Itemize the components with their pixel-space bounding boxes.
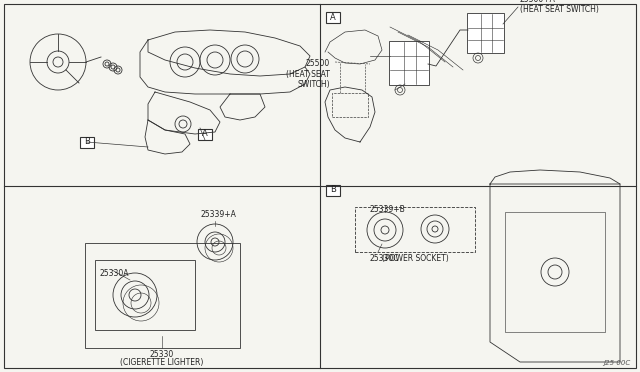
- Text: A: A: [202, 129, 208, 138]
- Text: 25500: 25500: [306, 60, 330, 68]
- Text: 25339+A: 25339+A: [200, 210, 236, 219]
- Text: B: B: [330, 186, 336, 195]
- Bar: [332, 93, 368, 117]
- Bar: [198, 128, 212, 140]
- Text: A: A: [330, 13, 336, 22]
- Text: 25330: 25330: [150, 350, 174, 359]
- Bar: [85, 243, 240, 348]
- Text: (POWER SOCKET): (POWER SOCKET): [381, 254, 449, 263]
- Bar: [505, 212, 605, 332]
- Text: J25 00C: J25 00C: [603, 360, 630, 366]
- Text: 25339+B: 25339+B: [370, 205, 406, 214]
- Bar: [80, 137, 94, 148]
- Text: B: B: [84, 138, 90, 147]
- Text: 25330C: 25330C: [370, 254, 399, 263]
- Text: (CIGERETTE LIGHTER): (CIGERETTE LIGHTER): [120, 358, 204, 367]
- Bar: [326, 185, 340, 196]
- Text: (HEAT SEAT: (HEAT SEAT: [286, 70, 330, 78]
- FancyBboxPatch shape: [467, 13, 504, 53]
- Text: (HEAT SEAT SWITCH): (HEAT SEAT SWITCH): [520, 5, 599, 14]
- Text: 25330A: 25330A: [100, 269, 129, 278]
- Text: 25500+A: 25500+A: [520, 0, 556, 4]
- Text: SWITCH): SWITCH): [298, 80, 330, 89]
- Bar: [95, 260, 195, 330]
- Bar: [326, 12, 340, 22]
- FancyBboxPatch shape: [389, 41, 429, 85]
- Bar: [355, 207, 475, 252]
